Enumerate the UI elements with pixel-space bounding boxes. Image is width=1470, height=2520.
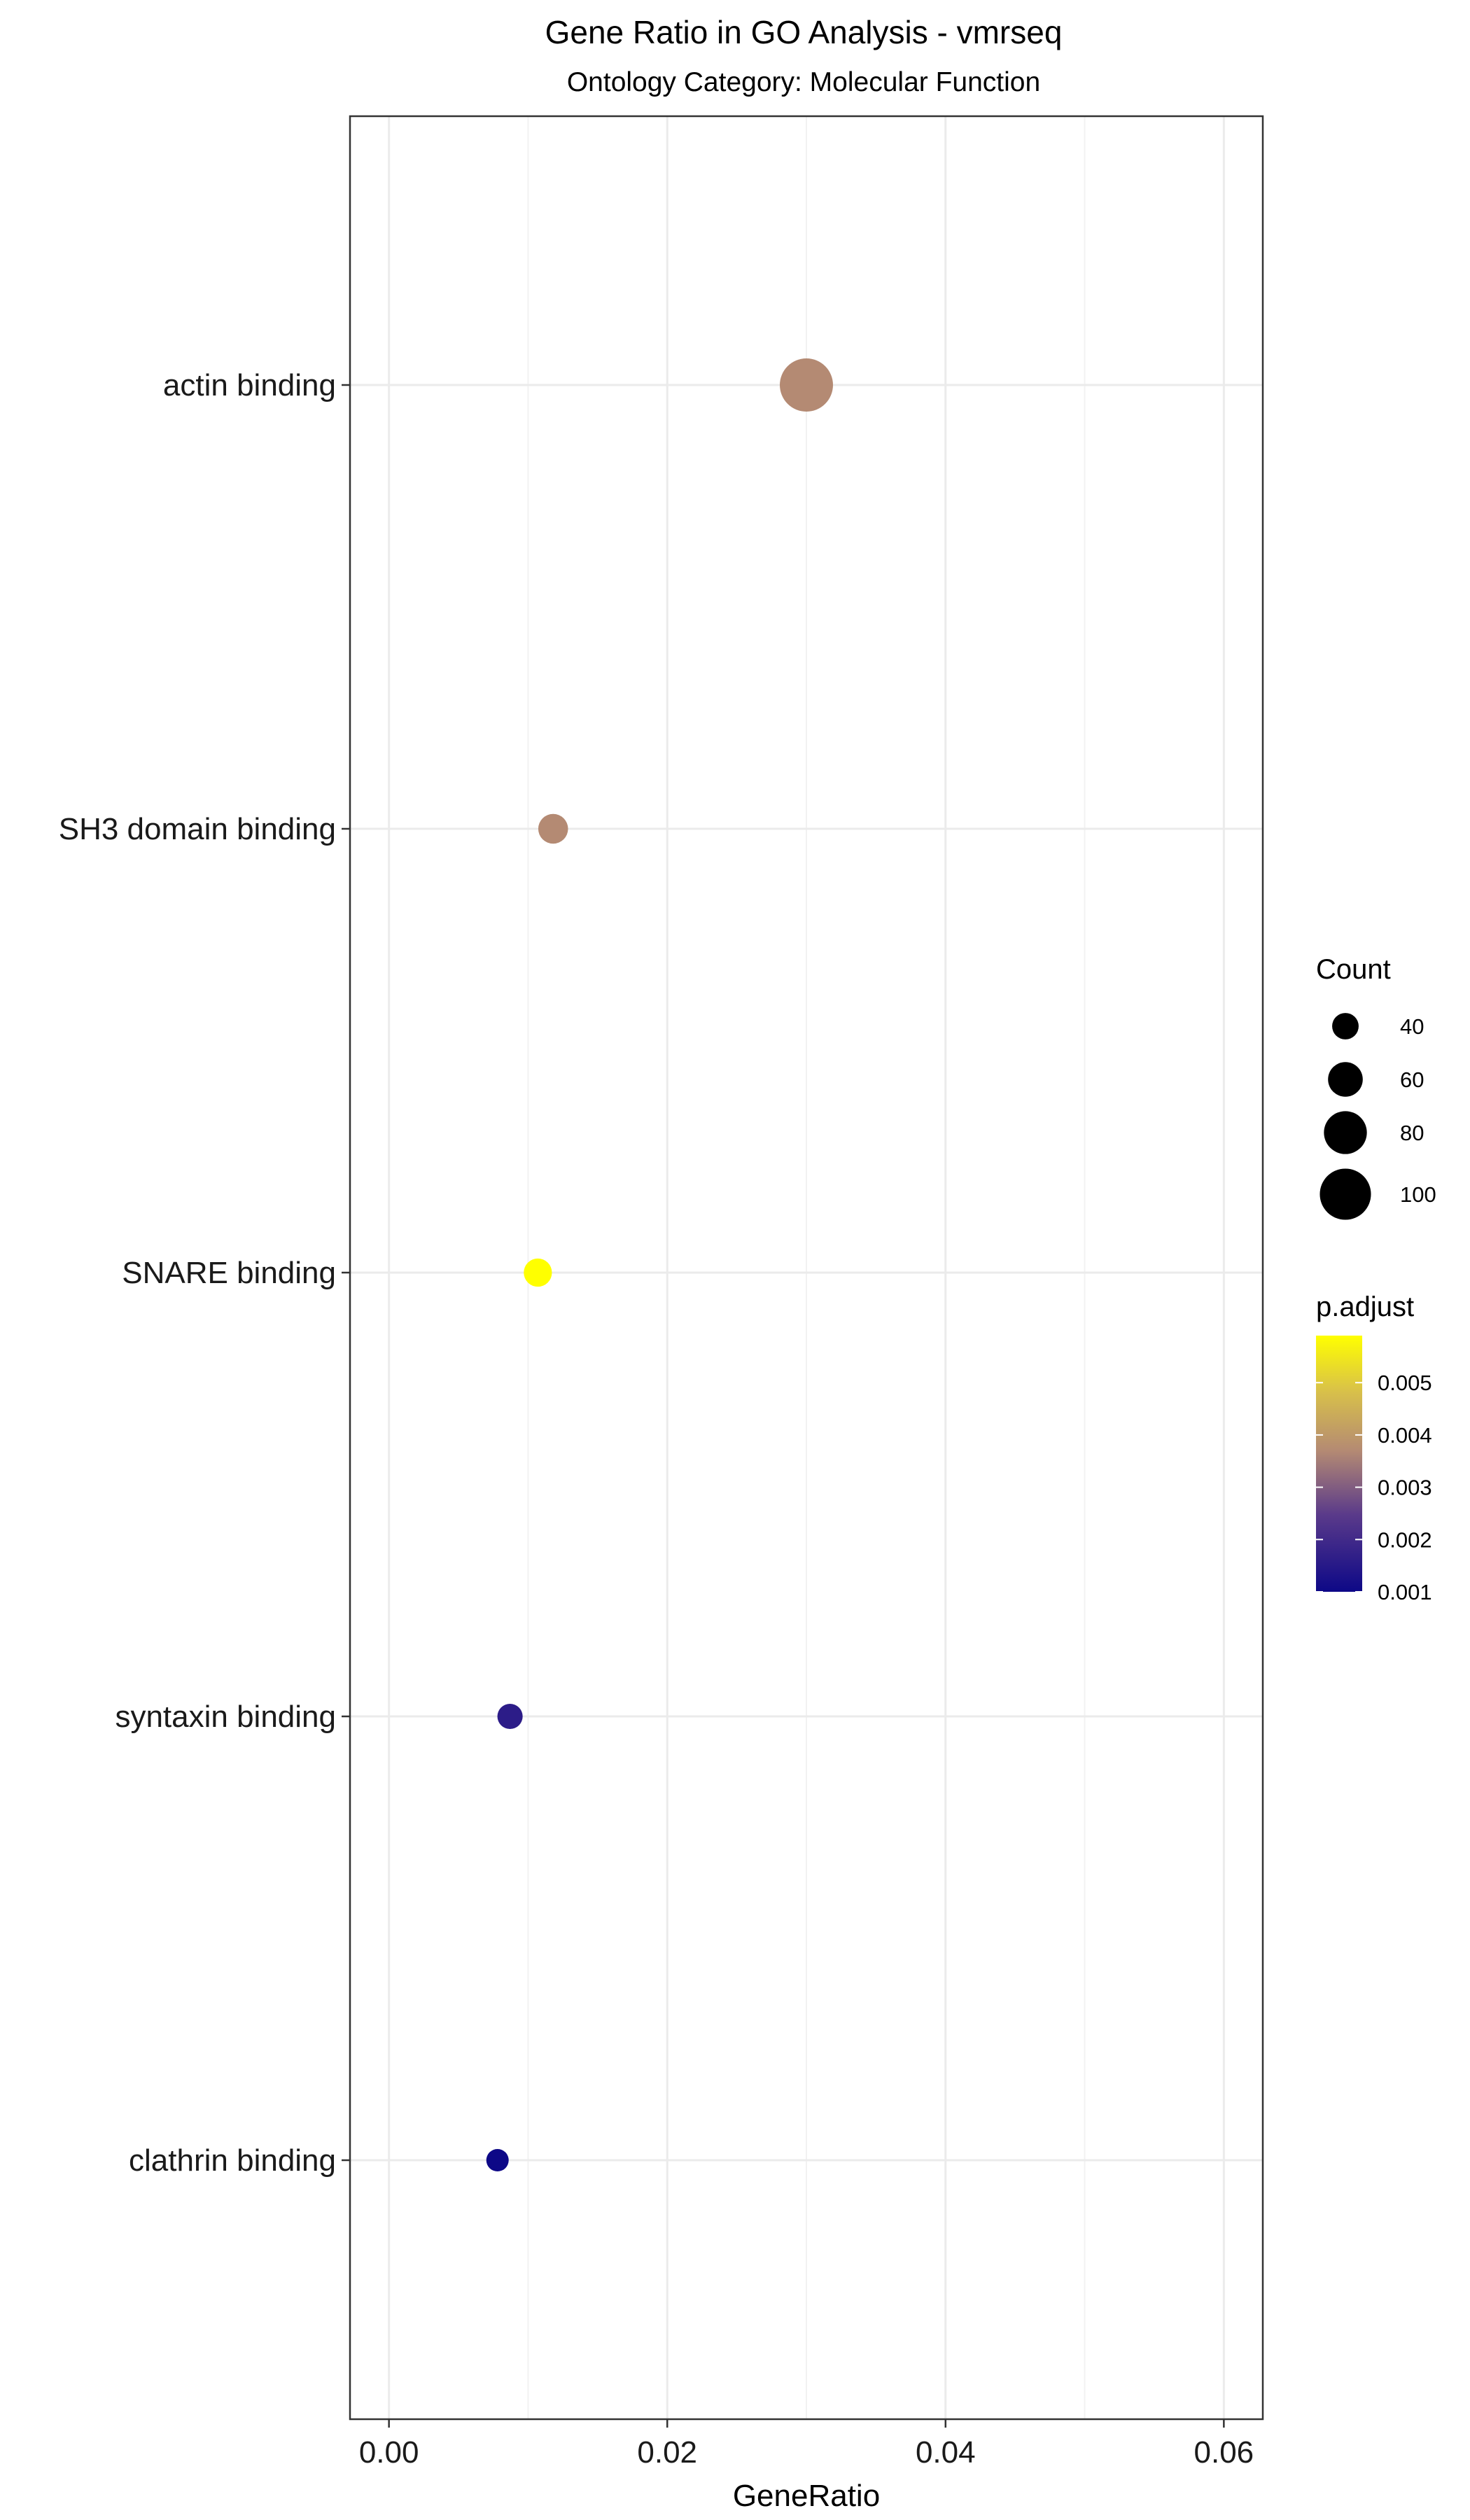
x-axis-title: GeneRatio bbox=[733, 2479, 880, 2513]
colorbar-label: 0.004 bbox=[1378, 1423, 1432, 1448]
count-legend: Count 40 60 80 100 bbox=[1316, 954, 1436, 1220]
count-legend-key bbox=[1328, 1062, 1363, 1097]
count-legend-label: 40 bbox=[1400, 1014, 1424, 1039]
colorbar-label: 0.003 bbox=[1378, 1476, 1432, 1500]
plot-panel-border bbox=[349, 115, 1264, 2421]
y-tick-label: actin binding bbox=[163, 368, 336, 402]
y-tick-label: SNARE binding bbox=[122, 1256, 336, 1290]
p-adjust-colorbar bbox=[1316, 1336, 1362, 1592]
colorbar-label: 0.001 bbox=[1378, 1580, 1432, 1604]
count-legend-label: 100 bbox=[1400, 1182, 1436, 1207]
y-axis: actin binding SH3 domain binding SNARE bin… bbox=[59, 368, 350, 2178]
x-tick-label: 0.06 bbox=[1194, 2435, 1254, 2470]
y-tick-label: SH3 domain binding bbox=[59, 812, 336, 846]
data-point bbox=[780, 358, 833, 412]
data-point bbox=[486, 2149, 509, 2171]
p-adjust-legend: p.adjust 0.001 0.002 0.003 0.004 0.005 bbox=[1316, 1292, 1432, 1604]
p-adjust-legend-title: p.adjust bbox=[1316, 1292, 1414, 1322]
data-points bbox=[486, 358, 833, 2171]
count-legend-label: 60 bbox=[1400, 1068, 1424, 1092]
count-legend-key bbox=[1332, 1013, 1359, 1040]
count-legend-key bbox=[1324, 1111, 1367, 1154]
x-tick-label: 0.02 bbox=[637, 2435, 697, 2470]
chart-subtitle: Ontology Category: Molecular Function bbox=[567, 67, 1040, 97]
data-point bbox=[497, 1703, 523, 1730]
colorbar-label: 0.002 bbox=[1378, 1527, 1432, 1552]
y-tick-label: clathrin binding bbox=[129, 2143, 336, 2178]
data-point bbox=[538, 813, 568, 844]
count-legend-title: Count bbox=[1316, 954, 1391, 985]
x-tick-label: 0.04 bbox=[916, 2435, 976, 2470]
count-legend-key bbox=[1320, 1168, 1371, 1220]
count-legend-label: 80 bbox=[1400, 1121, 1424, 1145]
x-axis: 0.00 0.02 0.04 0.06 bbox=[359, 2419, 1254, 2470]
x-tick-label: 0.00 bbox=[359, 2435, 419, 2470]
chart-title: Gene Ratio in GO Analysis - vmrseq bbox=[545, 14, 1063, 50]
y-tick-label: syntaxin binding bbox=[115, 1700, 336, 1734]
data-point bbox=[524, 1258, 552, 1287]
colorbar-label: 0.005 bbox=[1378, 1371, 1432, 1395]
